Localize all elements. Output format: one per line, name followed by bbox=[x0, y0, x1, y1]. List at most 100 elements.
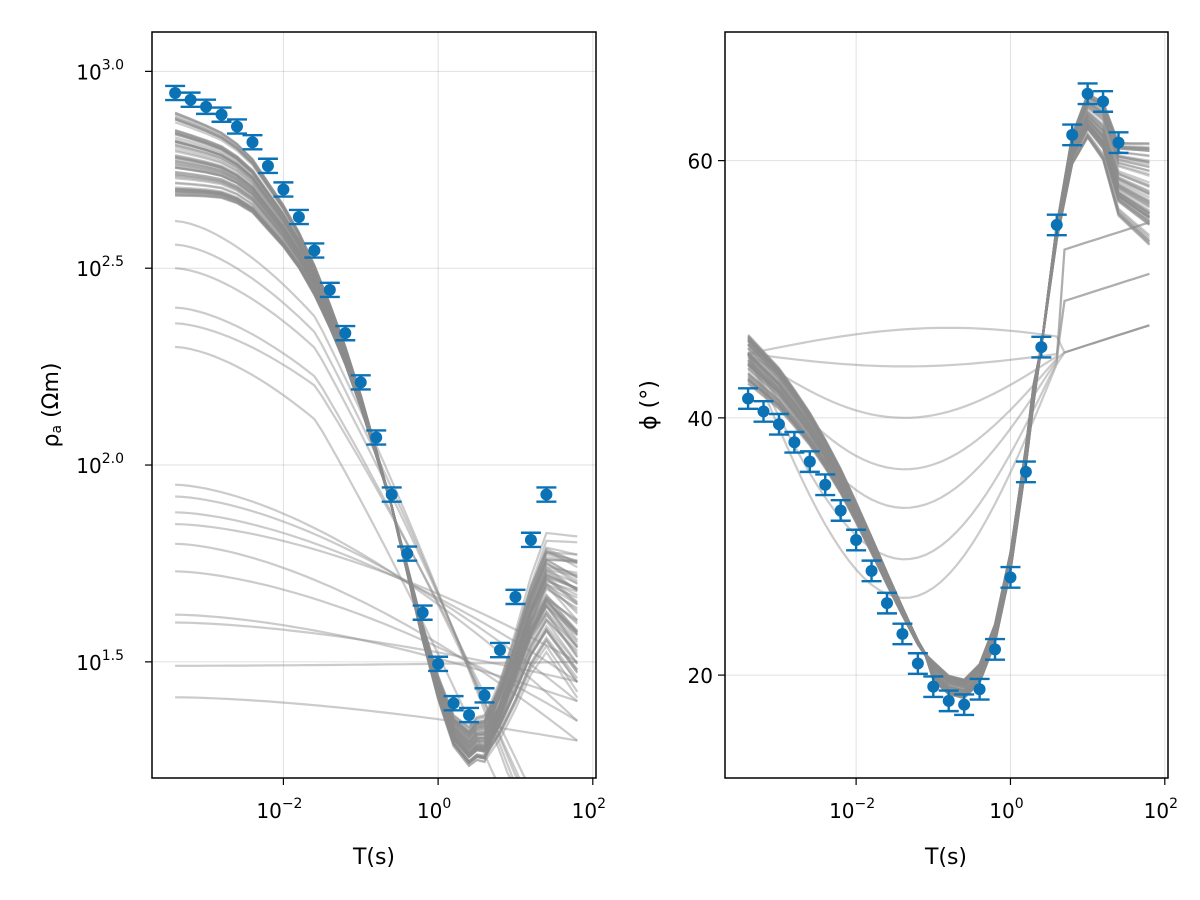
ensemble-curve bbox=[174, 156, 578, 735]
y-tick-label: 102.5 bbox=[76, 254, 124, 281]
ensemble-curve bbox=[175, 345, 497, 778]
ensemble-curve bbox=[174, 166, 578, 735]
ensemble-curve bbox=[175, 613, 578, 703]
ensemble-curve bbox=[747, 104, 1150, 698]
ensemble-curve bbox=[174, 121, 578, 765]
right-ensemble-curves bbox=[747, 92, 1151, 700]
ensemble-curve bbox=[174, 130, 579, 737]
observed-point bbox=[277, 183, 290, 196]
ensemble-curve bbox=[174, 133, 578, 752]
ensemble-curve bbox=[174, 138, 579, 768]
observed-point bbox=[819, 478, 832, 491]
ensemble-curve bbox=[174, 146, 578, 738]
ensemble-curve bbox=[174, 155, 578, 745]
observed-point bbox=[1019, 465, 1032, 478]
ensemble-curve bbox=[174, 163, 579, 734]
ensemble-curve bbox=[747, 102, 1150, 698]
ensemble-curve bbox=[174, 170, 579, 747]
ensemble-curve bbox=[747, 113, 1150, 692]
y-tick-label: 40 bbox=[688, 407, 713, 431]
ensemble-curve bbox=[747, 97, 1150, 697]
ensemble-curve bbox=[747, 110, 1150, 699]
observed-point bbox=[370, 431, 383, 444]
right-axes: 10−2 100 102 20 40 60 bbox=[688, 31, 1178, 823]
ensemble-curve bbox=[174, 112, 578, 739]
y-tick-label: 101.5 bbox=[76, 648, 124, 675]
ensemble-curve bbox=[175, 570, 578, 722]
observed-point bbox=[880, 597, 893, 610]
ensemble-curve bbox=[175, 194, 578, 759]
ensemble-curve bbox=[174, 140, 579, 744]
ensemble-curve bbox=[747, 117, 1150, 687]
ensemble-curve bbox=[747, 94, 1150, 696]
right-observed-points bbox=[738, 82, 1129, 717]
observed-point bbox=[803, 455, 816, 468]
ensemble-curve bbox=[174, 166, 578, 765]
ensemble-curve bbox=[175, 660, 578, 667]
ensemble-curve bbox=[747, 102, 1150, 684]
observed-point bbox=[1004, 571, 1017, 584]
ensemble-curve bbox=[175, 523, 578, 663]
ensemble-curve bbox=[175, 542, 578, 742]
ensemble-curve bbox=[747, 125, 1151, 687]
ensemble-curve bbox=[174, 111, 578, 753]
observed-point bbox=[215, 108, 228, 121]
ensemble-curve bbox=[174, 154, 579, 751]
ensemble-curve bbox=[174, 129, 578, 757]
ensemble-curve bbox=[174, 156, 579, 749]
observed-point bbox=[742, 392, 755, 405]
observed-point bbox=[540, 488, 553, 501]
ensemble-curve bbox=[174, 161, 579, 765]
ensemble-curve bbox=[174, 165, 578, 758]
observed-point bbox=[1035, 341, 1048, 354]
ensemble-curve bbox=[174, 140, 579, 758]
ensemble-curve bbox=[174, 154, 579, 729]
y-tick-label: 60 bbox=[688, 150, 713, 174]
observed-point bbox=[447, 697, 460, 710]
ensemble-curve bbox=[175, 191, 579, 756]
ensemble-curve bbox=[747, 221, 1150, 561]
ensemble-curve bbox=[175, 190, 579, 765]
ensemble-curve bbox=[747, 97, 1150, 700]
observed-point bbox=[463, 709, 476, 722]
observed-point bbox=[261, 159, 274, 172]
ensemble-curve bbox=[747, 95, 1150, 697]
ensemble-curve bbox=[747, 95, 1150, 693]
ensemble-curve bbox=[175, 182, 578, 738]
ensemble-curve bbox=[175, 483, 579, 722]
observed-point bbox=[478, 689, 491, 702]
observed-point bbox=[493, 644, 506, 657]
ensemble-curve bbox=[747, 99, 1150, 687]
ensemble-curve bbox=[174, 173, 578, 748]
ensemble-curve bbox=[747, 117, 1150, 689]
ensemble-curve bbox=[174, 118, 578, 745]
ensemble-curve bbox=[174, 219, 512, 778]
ensemble-curve bbox=[174, 172, 578, 756]
ensemble-curve bbox=[174, 132, 578, 764]
ensemble-curve bbox=[747, 125, 1151, 685]
observed-point bbox=[911, 657, 924, 670]
ensemble-curve bbox=[747, 123, 1151, 694]
ensemble-curve bbox=[174, 113, 578, 741]
ensemble-curve bbox=[175, 306, 521, 778]
ensemble-curve bbox=[747, 112, 1150, 699]
observed-point bbox=[323, 283, 336, 296]
ensemble-curve bbox=[747, 126, 1151, 682]
observed-point bbox=[308, 244, 321, 257]
ensemble-curve bbox=[747, 115, 1150, 686]
ensemble-curve bbox=[175, 188, 579, 764]
ensemble-curve bbox=[175, 696, 578, 742]
ensemble-curve bbox=[175, 322, 527, 778]
observed-point bbox=[1050, 218, 1063, 231]
ensemble-curve bbox=[747, 116, 1150, 683]
x-tick-label: 10−2 bbox=[256, 796, 302, 823]
ensemble-curve bbox=[175, 621, 578, 683]
ensemble-curve bbox=[747, 105, 1150, 698]
ensemble-curve bbox=[747, 92, 1150, 698]
ensemble-curve bbox=[174, 116, 579, 740]
left-x-axis-label: T(s) bbox=[352, 845, 395, 870]
ensemble-curve bbox=[747, 100, 1150, 683]
ensemble-curve bbox=[174, 158, 579, 756]
ensemble-curve bbox=[747, 100, 1150, 692]
observed-point bbox=[416, 606, 429, 619]
